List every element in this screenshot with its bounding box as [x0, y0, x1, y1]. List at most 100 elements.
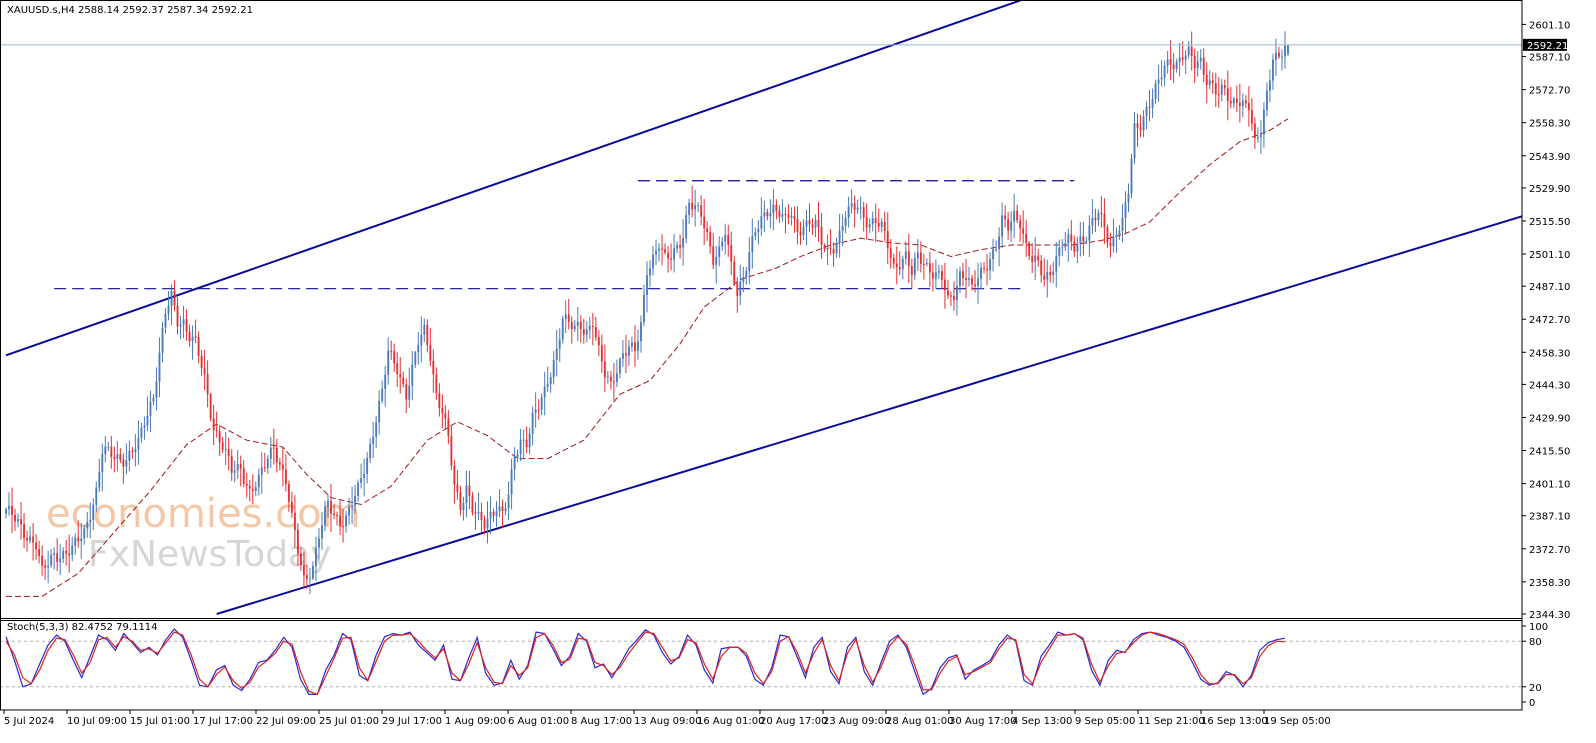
candle-body: [1034, 255, 1037, 263]
candle-body: [80, 538, 83, 542]
candle: [874, 203, 877, 243]
candle: [901, 255, 904, 280]
candle: [760, 197, 763, 236]
candle: [390, 340, 393, 360]
y-tick-label: 2501.10: [1529, 250, 1570, 261]
candle: [937, 264, 940, 280]
candle: [47, 550, 50, 584]
candle-body: [522, 439, 525, 441]
candle-body: [1133, 123, 1136, 159]
main-chart-area[interactable]: 2592.21: [0, 0, 1568, 615]
candle-body: [1007, 219, 1010, 231]
candle-body: [504, 508, 507, 512]
candle-body: [128, 450, 131, 461]
candle: [372, 422, 375, 458]
candle-body: [1067, 234, 1070, 244]
candle-body: [1205, 74, 1208, 86]
candle-body: [649, 268, 651, 276]
candle: [838, 213, 841, 258]
candle-body: [1250, 110, 1253, 124]
candle-body: [715, 256, 718, 265]
candle: [667, 246, 669, 273]
candle-body: [643, 294, 645, 323]
candle: [20, 502, 22, 540]
candle-body: [549, 377, 552, 385]
candle-body: [664, 249, 666, 253]
candle: [907, 233, 910, 283]
candle: [1278, 46, 1280, 59]
candle: [330, 483, 332, 532]
candle-body: [871, 218, 874, 225]
candle-body: [561, 319, 564, 340]
candle-body: [519, 439, 522, 455]
watermark-economies: economies.com: [46, 491, 361, 537]
candle-body: [832, 248, 835, 254]
candle: [161, 321, 164, 363]
candle-body: [618, 358, 621, 374]
candle-body: [260, 467, 263, 475]
candle-body: [877, 223, 880, 227]
candle-body: [751, 236, 754, 253]
candle: [919, 241, 922, 273]
candle: [1172, 53, 1175, 84]
candle-body: [450, 435, 453, 466]
candle-body: [983, 267, 985, 269]
candle-body: [540, 397, 543, 410]
candle: [185, 309, 188, 341]
candle-body: [838, 230, 841, 244]
candle: [492, 508, 495, 522]
candle: [742, 266, 745, 293]
candle-body: [609, 376, 612, 382]
candle-body: [1028, 242, 1031, 257]
candle-body: [248, 485, 251, 489]
candle: [498, 489, 501, 518]
candle-body: [390, 350, 393, 352]
candle-body: [1019, 220, 1022, 229]
candle-body: [739, 281, 742, 296]
candle-body: [820, 226, 823, 246]
candle: [868, 218, 871, 234]
x-tick-label: 9 Sep 05:00: [1075, 716, 1135, 727]
candle-body: [1265, 90, 1268, 110]
candle-body: [940, 271, 943, 280]
candle: [1217, 77, 1220, 108]
stochastic-panel[interactable]: [0, 628, 1522, 696]
candle: [176, 296, 179, 335]
candle-body: [375, 422, 378, 437]
candle-body: [345, 515, 347, 527]
candle-body: [351, 505, 354, 507]
candle: [724, 223, 727, 255]
candle: [992, 238, 995, 272]
x-tick-label: 29 Jul 17:00: [382, 716, 442, 727]
candle: [943, 262, 946, 309]
candle-body: [1136, 123, 1139, 128]
candle: [892, 253, 895, 269]
x-tick-label: 6 Aug 01:00: [508, 716, 569, 727]
candle-body: [624, 353, 627, 356]
candle-body: [360, 477, 363, 483]
candle: [889, 238, 892, 269]
candle: [486, 501, 489, 544]
candle: [149, 390, 152, 433]
candle: [345, 511, 347, 533]
candle: [1010, 211, 1013, 242]
y-tick-label: 2372.70: [1529, 545, 1570, 556]
candle-body: [1238, 102, 1241, 106]
candle: [312, 561, 314, 581]
candle: [928, 251, 931, 288]
candle-body: [230, 456, 233, 473]
candle: [1181, 41, 1184, 66]
candle-body: [50, 554, 53, 566]
candle-body: [968, 278, 970, 280]
candle: [922, 253, 925, 280]
candle-body: [188, 331, 191, 342]
candle: [11, 487, 13, 533]
candle: [1022, 210, 1025, 244]
candle-body: [164, 313, 167, 328]
candle-body: [841, 226, 844, 231]
candle: [1112, 218, 1115, 253]
candle: [1073, 235, 1076, 258]
candle: [700, 195, 703, 226]
candle: [381, 380, 384, 404]
price-label-bg: [1523, 38, 1567, 51]
